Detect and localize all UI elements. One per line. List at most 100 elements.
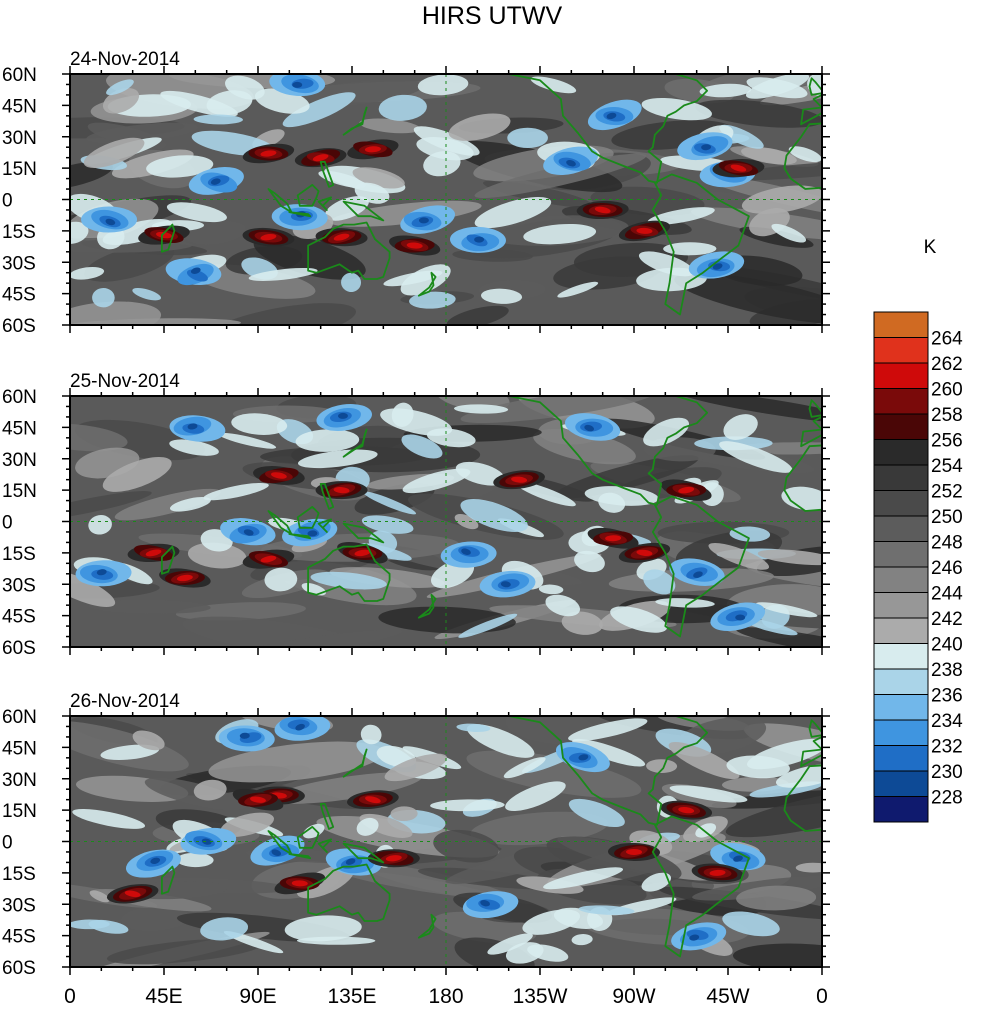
field-layer — [70, 716, 822, 967]
colorbar-tick-label: 258 — [931, 405, 963, 426]
colorbar-box — [873, 439, 929, 466]
coastline — [307, 221, 391, 280]
colorbar-box — [873, 311, 929, 338]
field-cell — [423, 151, 461, 177]
colorbar-tick-label: 230 — [931, 762, 963, 783]
field-cell — [574, 550, 605, 573]
field-cell — [83, 137, 145, 168]
field-cell — [413, 126, 480, 156]
field-cell — [719, 441, 793, 473]
coastline — [651, 173, 750, 316]
field-cell — [446, 305, 509, 325]
field-cell — [70, 221, 89, 245]
coastline — [342, 200, 385, 222]
y-tick-label: 30N — [2, 770, 37, 791]
coastline — [808, 77, 822, 96]
y-tick-label: 60S — [2, 316, 36, 337]
warm-feature — [260, 233, 277, 241]
colorbar-box — [873, 362, 929, 389]
field-cell — [70, 266, 105, 280]
coastline — [319, 160, 335, 188]
field-cell — [771, 223, 807, 243]
y-tick-label: 0 — [2, 513, 13, 534]
field-cell — [568, 798, 625, 828]
colorbar-tick-label: 250 — [931, 507, 963, 528]
field-cell — [711, 790, 822, 809]
field-cell — [70, 161, 113, 190]
field-cell — [487, 933, 533, 955]
y-tick-label: 0 — [2, 833, 13, 854]
field-cell — [114, 488, 221, 521]
coastline — [470, 396, 708, 506]
field-cell — [378, 94, 427, 121]
y-tick-label: 60N — [2, 707, 37, 728]
cool-feature — [271, 849, 282, 856]
field-cell — [264, 567, 298, 592]
field-cell — [176, 852, 214, 868]
colorbar-box — [873, 464, 929, 491]
cool-feature — [307, 530, 318, 537]
panel-date-label: 25-Nov-2014 — [70, 371, 180, 392]
field-cell — [775, 763, 822, 788]
field-cell — [641, 97, 712, 121]
map-panel: 60N 45N 30N 15N 0 15S 30S 45S 60S 25-Nov-2014 — [2, 371, 830, 659]
warm-feature — [636, 549, 653, 556]
colorbar-tick-label: 240 — [931, 635, 963, 656]
y-tick-label: 45S — [2, 285, 36, 306]
field-cell — [647, 207, 715, 225]
x-tick-label: 135E — [327, 985, 376, 1008]
field-cell — [514, 481, 576, 507]
coastline — [296, 826, 320, 849]
field-cell — [507, 127, 548, 149]
field-cell — [481, 288, 523, 304]
field-cell — [523, 223, 597, 245]
field-cell — [352, 167, 405, 189]
coastline — [800, 93, 822, 126]
field-cell — [402, 468, 471, 494]
cool-feature — [584, 424, 594, 432]
colorbar-tick-label: 232 — [931, 737, 963, 758]
y-tick-label: 30N — [2, 128, 37, 149]
cool-feature — [292, 81, 303, 88]
field-cell — [474, 153, 647, 198]
field-cell — [248, 267, 318, 281]
warm-feature — [156, 231, 172, 239]
field-cell — [384, 753, 448, 782]
cool-feature — [701, 144, 712, 151]
field-cell — [712, 160, 822, 181]
y-tick-label: 45N — [2, 738, 37, 759]
field-cell — [190, 264, 316, 299]
coastline — [342, 428, 368, 458]
cool-feature — [712, 263, 723, 270]
field-cell — [356, 817, 379, 836]
field-cell — [270, 772, 422, 804]
field-cell — [646, 759, 678, 773]
colorbar-tick-label: 246 — [931, 558, 963, 579]
map-panels: 60N 45N 30N 15N 0 15S 30S 45S 60S 24-Nov-2014 60N 4… — [2, 49, 830, 979]
coastline — [342, 748, 368, 778]
x-tick-label: 90E — [239, 985, 276, 1008]
colorbar-tick-label: 238 — [931, 660, 963, 681]
y-tick-label: 45S — [2, 927, 36, 948]
y-tick-label: 45S — [2, 607, 36, 628]
field-cell — [100, 744, 160, 761]
cool-feature — [461, 548, 471, 555]
colorbar-box — [873, 541, 929, 568]
field-cell — [725, 785, 822, 838]
field-cell — [70, 490, 152, 521]
field-cell — [296, 864, 354, 899]
colorbar-tick-label: 264 — [931, 329, 963, 350]
field-cell — [72, 808, 146, 829]
cool-feature — [105, 218, 116, 226]
field-cell — [310, 571, 387, 590]
panel-date-label: 26-Nov-2014 — [70, 691, 180, 712]
y-tick-label: 60N — [2, 387, 37, 408]
warm-feature — [511, 476, 528, 483]
colorbar: K 264 262 260 258 256 254 252 250 248 246 244 242 24… — [873, 237, 963, 823]
colorbar-tick-label: 228 — [931, 788, 963, 809]
field-cell — [295, 429, 360, 452]
field-cell — [297, 449, 378, 469]
warm-feature — [145, 549, 162, 557]
warm-feature — [678, 486, 695, 494]
cool-feature — [345, 858, 356, 865]
